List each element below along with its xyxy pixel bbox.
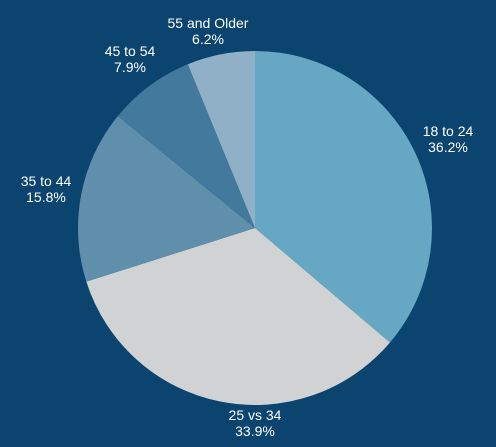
slice-label-2: 25 vs 34 33.9%	[229, 407, 282, 439]
slice-category-label: 25 vs 34	[229, 407, 282, 423]
slice-value-label: 33.9%	[235, 423, 275, 439]
pie-slice-1	[255, 51, 432, 343]
slice-label-1: 18 to 24 36.2%	[423, 123, 474, 155]
slice-label-4: 45 to 54 7.9%	[105, 43, 156, 75]
slice-label-3: 35 to 44 15.8%	[21, 173, 72, 205]
slice-category-label: 45 to 54	[105, 43, 156, 59]
slice-category-label: 35 to 44	[21, 173, 72, 189]
slice-category-label: 55 and Older	[168, 15, 249, 31]
pie-slice-2	[86, 228, 390, 406]
slice-category-label: 18 to 24	[423, 123, 474, 139]
slice-value-label: 36.2%	[428, 139, 468, 155]
pie-slice-5	[187, 51, 255, 228]
pie-slice-4	[117, 64, 255, 228]
slice-label-5: 55 and Older 6.2%	[168, 15, 249, 47]
pie-slice-3	[77, 116, 256, 282]
slice-value-label: 7.9%	[114, 59, 146, 75]
slice-value-label: 15.8%	[26, 189, 66, 205]
slice-value-label: 6.2%	[192, 31, 224, 47]
